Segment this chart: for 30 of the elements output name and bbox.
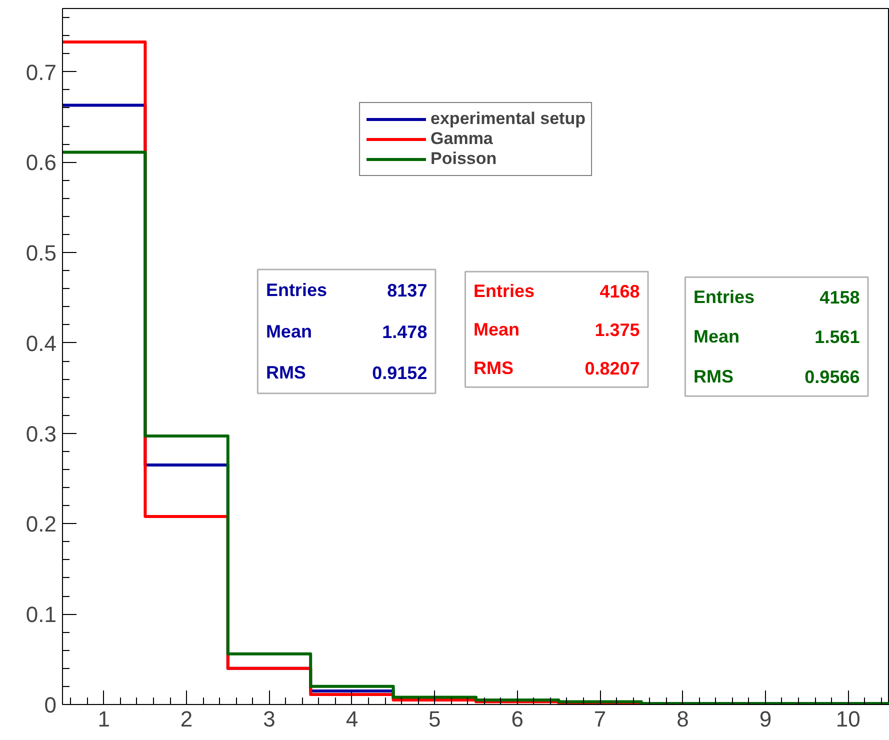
x-tick-label: 6 — [511, 706, 524, 732]
text: Mean 1.561 — [694, 326, 860, 348]
x-tick-label: 5 — [428, 706, 441, 732]
text: RMS 0.9566 — [694, 366, 860, 387]
y-tick-label: 0.6 — [26, 150, 57, 176]
legend-label: Poisson — [430, 149, 497, 169]
x-tick-label: 7 — [594, 706, 606, 732]
y-tick-label: 0.2 — [26, 512, 57, 537]
x-tick-label: 4 — [346, 706, 358, 732]
x-tick-label: 3 — [263, 706, 276, 732]
x-tick-label: 8 — [676, 706, 689, 732]
text: Entries 8137 — [266, 280, 428, 301]
legend-label: experimental setup — [430, 109, 586, 129]
x-tick-label: 10 — [836, 706, 860, 732]
text: Entries 4158 — [694, 286, 860, 308]
y-tick-label: 0.4 — [26, 330, 57, 356]
y-tick-label: 0.3 — [26, 421, 57, 446]
x-tick-label: 1 — [98, 706, 110, 732]
y-tick-label: 0 — [44, 692, 57, 718]
y-tick-label: 0.1 — [26, 602, 57, 628]
x-tick-label: 2 — [180, 706, 193, 732]
text: RMS 0.9152 — [266, 362, 428, 384]
y-tick-label: 0.7 — [26, 60, 57, 85]
text: Mean 1.375 — [474, 319, 640, 340]
text: RMS 0.8207 — [474, 358, 640, 378]
x-tick-label: 9 — [759, 706, 772, 732]
legend-label: Gamma — [430, 129, 493, 149]
text: Entries 4168 — [474, 280, 640, 302]
text: Mean 1.478 — [266, 321, 428, 342]
y-tick-label: 0.5 — [26, 240, 57, 266]
